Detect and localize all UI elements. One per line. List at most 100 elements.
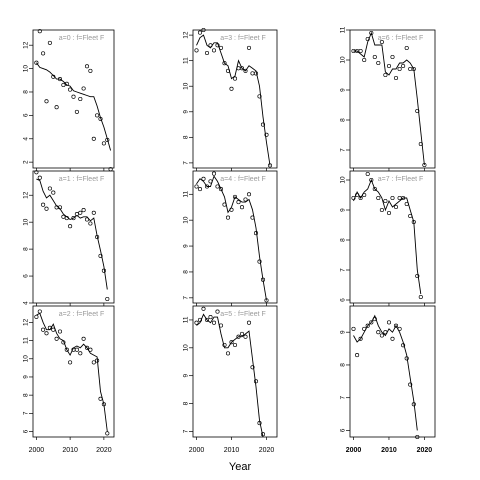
observed-point xyxy=(218,45,224,50)
observed-point xyxy=(218,187,224,192)
panel-label: a=4 : f=Fleet F xyxy=(220,176,266,183)
observed-point xyxy=(358,195,363,201)
observed-point xyxy=(250,71,255,76)
y-tick-label: 9 xyxy=(340,208,347,212)
y-tick-label: 10 xyxy=(183,344,190,352)
y-tick-label: 6 xyxy=(340,428,347,432)
observed-point xyxy=(101,402,106,407)
y-tick-label: 8 xyxy=(23,247,30,251)
observed-point xyxy=(358,48,363,54)
y-tick-label: 9 xyxy=(183,373,190,377)
observed-point xyxy=(232,76,238,81)
observed-point xyxy=(418,294,423,300)
observed-point xyxy=(98,253,103,258)
observed-point xyxy=(215,43,220,48)
observed-point xyxy=(64,347,69,352)
observed-point xyxy=(47,325,52,330)
observed-point xyxy=(369,30,374,36)
y-tick-label: 9 xyxy=(183,110,190,114)
y-tick-label: 9 xyxy=(340,330,347,334)
y-tick-label: 10 xyxy=(23,65,30,73)
observed-point xyxy=(74,109,79,114)
y-tick-label: 12 xyxy=(183,31,190,39)
observed-point xyxy=(260,122,266,127)
observed-point xyxy=(383,330,388,335)
y-tick-label: 7 xyxy=(183,296,190,300)
x-tick-label: 2010 xyxy=(62,447,78,454)
panel-8: 7 8 9 10 11 2000 2010 2020 a=5 : f=Fleet F xyxy=(183,305,278,454)
x-tick-label: 2000 xyxy=(189,447,205,454)
observed-point xyxy=(260,277,266,282)
observed-point xyxy=(390,54,395,60)
y-tick-label: 12 xyxy=(23,41,30,49)
observed-point xyxy=(194,184,199,189)
panel-frame xyxy=(32,305,115,438)
observed-point xyxy=(68,224,73,229)
observed-point xyxy=(44,99,49,104)
y-tick-label: 9 xyxy=(340,88,347,92)
observed-point xyxy=(68,87,73,92)
observed-point xyxy=(372,186,377,192)
fitted-line xyxy=(36,178,108,290)
panel-4: 4 6 8 10 12 a=1 : f=Fleet F xyxy=(23,170,115,306)
observed-point xyxy=(351,326,356,331)
observed-point xyxy=(61,82,66,88)
fitted-line xyxy=(196,34,271,166)
observed-point xyxy=(229,340,234,345)
y-tick-label: 8 xyxy=(183,270,190,274)
observed-point xyxy=(372,54,377,60)
observed-point xyxy=(95,113,100,118)
observed-point xyxy=(264,132,269,137)
observed-point xyxy=(41,327,46,332)
observed-point xyxy=(197,30,203,35)
observed-point xyxy=(84,217,90,222)
observed-point xyxy=(243,334,248,339)
observed-point xyxy=(37,175,42,180)
observed-point xyxy=(257,259,262,264)
observed-point xyxy=(34,314,39,319)
panel-7: 6 7 8 9 10 11 12 2000 2010 2020 a=2 : f=Fleet F xyxy=(23,305,115,454)
observed-point xyxy=(68,360,73,365)
observed-point xyxy=(47,186,52,191)
x-tick-label: 2020 xyxy=(96,447,112,454)
observed-point xyxy=(74,212,79,217)
observed-point xyxy=(64,81,69,86)
y-tick-label: 11 xyxy=(183,57,190,64)
observed-point xyxy=(393,75,399,81)
fitted-line xyxy=(353,178,422,295)
y-tick-label: 12 xyxy=(23,318,30,326)
observed-point xyxy=(404,201,409,207)
observed-point xyxy=(78,96,83,102)
observed-point xyxy=(208,315,213,320)
observed-point xyxy=(355,353,360,358)
observed-point xyxy=(257,94,262,99)
y-tick-label: 11 xyxy=(183,316,190,323)
observed-point xyxy=(383,198,388,204)
x-axis-label: Year xyxy=(229,461,252,473)
observed-point xyxy=(105,296,110,302)
observed-point xyxy=(222,342,227,348)
observed-point xyxy=(91,360,96,365)
observed-point xyxy=(379,333,384,338)
observed-point xyxy=(239,205,245,210)
observed-point xyxy=(260,432,266,437)
observed-point xyxy=(61,214,66,219)
observed-point xyxy=(74,347,79,352)
fitted-line xyxy=(353,31,425,166)
x-tick-label: 2010 xyxy=(381,447,397,454)
observed-point xyxy=(37,309,42,314)
y-tick-label: 9 xyxy=(23,375,30,379)
panel-1: 2 4 6 8 10 12 a=0 : f=Fleet F xyxy=(23,29,115,172)
x-tick-label: 2000 xyxy=(29,447,45,454)
y-tick-label: 11 xyxy=(183,191,190,198)
observed-point xyxy=(208,179,213,184)
y-tick-label: 7 xyxy=(183,429,190,433)
observed-point xyxy=(81,336,86,341)
observed-point xyxy=(225,351,231,356)
y-tick-label: 7 xyxy=(183,161,190,165)
panel-5: 7 8 9 10 11 a=4 : f=Fleet F xyxy=(183,170,278,306)
fitted-line xyxy=(353,314,418,431)
observed-point xyxy=(393,204,399,210)
observed-point xyxy=(351,195,356,201)
observed-point xyxy=(208,43,213,48)
